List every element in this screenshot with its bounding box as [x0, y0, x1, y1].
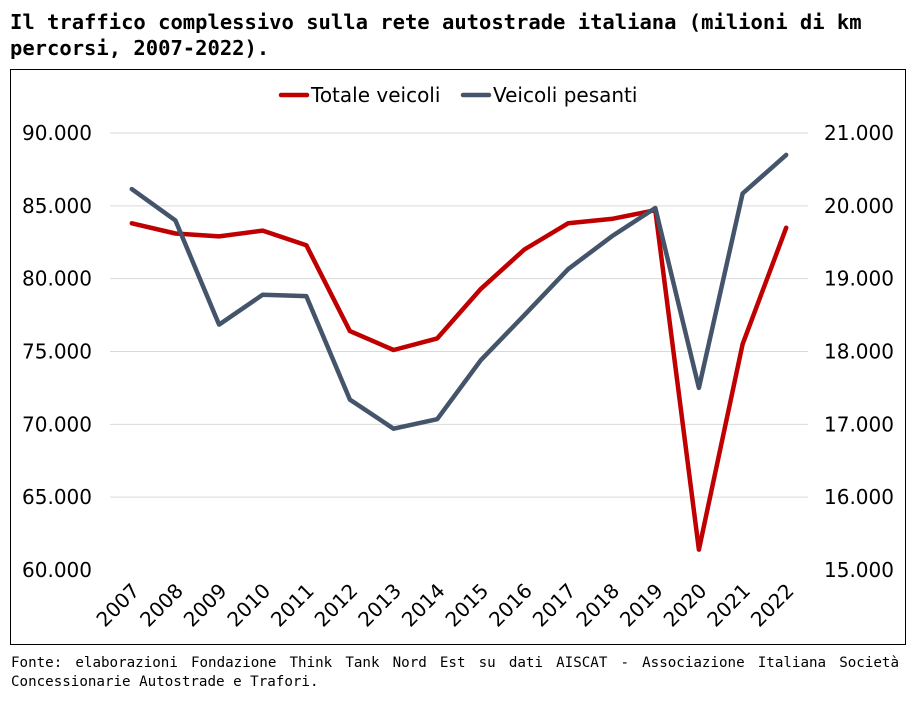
x-tick-label: 2016 — [484, 579, 537, 632]
source-note: Fonte: elaborazioni Fondazione Think Tan… — [11, 655, 899, 690]
left-tick-label: 70.000 — [22, 412, 92, 436]
legend: Totale veicoli Veicoli pesanti — [278, 83, 637, 107]
legend-label: Totale veicoli — [310, 83, 440, 107]
right-tick-label: 16.000 — [824, 485, 894, 509]
left-tick-label: 75.000 — [22, 340, 92, 364]
left-tick-label: 60.000 — [22, 558, 92, 582]
x-tick-label: 2017 — [528, 579, 581, 632]
series-line-veicoli-pesanti — [129, 152, 789, 431]
x-axis-ticks: 2007200820092010201120122013201420152016… — [91, 579, 798, 632]
right-tick-label: 20.000 — [824, 194, 894, 218]
left-tick-label: 90.000 — [22, 121, 92, 145]
x-tick-label: 2020 — [659, 579, 712, 632]
series-lines — [129, 152, 789, 552]
x-tick-label: 2007 — [91, 579, 144, 632]
x-tick-label: 2022 — [746, 579, 799, 632]
x-tick-label: 2021 — [702, 579, 755, 632]
x-tick-label: 2013 — [353, 579, 406, 632]
chart-title: Il traffico complessivo sulla rete autos… — [10, 10, 862, 60]
x-tick-label: 2011 — [266, 579, 319, 632]
x-tick-label: 2014 — [397, 579, 450, 632]
left-tick-label: 65.000 — [22, 485, 92, 509]
right-tick-label: 21.000 — [824, 121, 894, 145]
x-tick-label: 2012 — [310, 579, 363, 632]
left-axis-ticks: 60.000 65.000 70.000 75.000 80.000 85.000 90.0… — [22, 121, 92, 582]
x-tick-label: 2009 — [179, 579, 232, 632]
left-tick-label: 80.000 — [22, 267, 92, 291]
right-tick-label: 19.000 — [824, 267, 894, 291]
left-tick-label: 85.000 — [22, 194, 92, 218]
x-tick-label: 2018 — [571, 579, 624, 632]
x-tick-label: 2015 — [440, 579, 493, 632]
x-tick-label: 2019 — [615, 579, 668, 632]
right-axis-ticks: 15.000 16.000 17.000 18.000 19.000 20.000 21.0… — [824, 121, 894, 582]
right-tick-label: 15.000 — [824, 558, 894, 582]
right-tick-label: 18.000 — [824, 340, 894, 364]
right-tick-label: 17.000 — [824, 412, 894, 436]
x-tick-label: 2008 — [135, 579, 188, 632]
legend-label: Veicoli pesanti — [493, 83, 637, 107]
x-tick-label: 2010 — [222, 579, 275, 632]
chart-frame — [10, 69, 906, 645]
series-line-totale-veicoli — [129, 207, 789, 552]
